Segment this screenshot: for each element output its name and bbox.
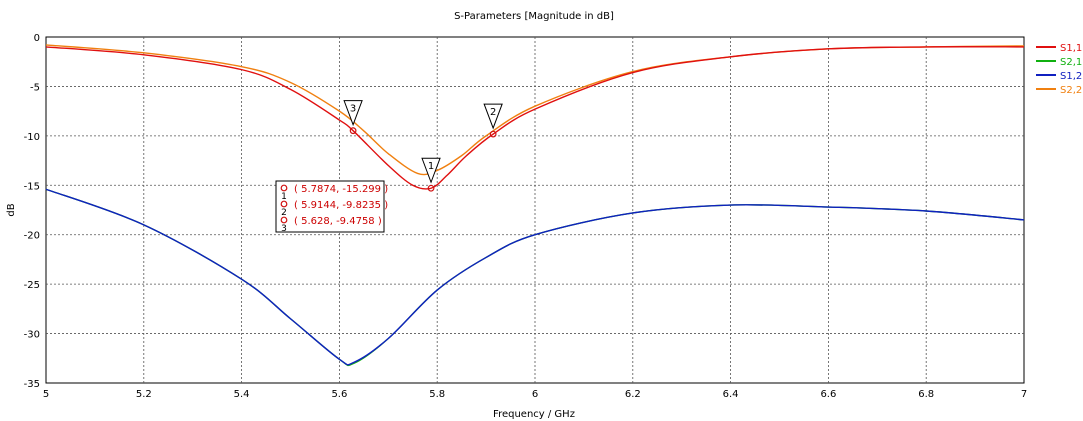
marker-flag-3 (343, 100, 363, 127)
marker-point-3 (349, 127, 357, 135)
x-axis-label: Frequency / GHz (493, 409, 575, 420)
y-tick-label: 0 (34, 33, 40, 44)
marker-readout-box: 1 ( 5.7874, -15.299 ) 2 ( 5.9144, -9.8235 )… (275, 180, 388, 234)
x-tick-label: 6.4 (723, 389, 739, 400)
x-tick-label: 6.8 (918, 389, 934, 400)
series-lines (45, 44, 1025, 367)
readout-marker-icon (280, 184, 288, 192)
x-tick-label: 7 (1021, 389, 1027, 400)
x-tick-label: 6.6 (820, 389, 836, 400)
readout-marker-icon (280, 216, 288, 224)
legend: S1,1 S2,1 S1,2 S2,2 (1036, 43, 1082, 96)
marker-point-2 (489, 130, 497, 138)
legend-label: S1,1 (1060, 43, 1082, 54)
y-tick-label: -15 (24, 181, 40, 192)
x-tick-label: 5.6 (331, 389, 347, 400)
readout-value: ( 5.9144, -9.8235 ) (294, 200, 388, 211)
x-tick-label: 5.4 (234, 389, 250, 400)
x-tick-label: 5.2 (136, 389, 152, 400)
y-tick-label: -20 (24, 231, 40, 242)
x-tick-labels: 5 5.2 5.4 5.6 5.8 6 6.2 6.4 6.6 6.8 7 (43, 389, 1027, 400)
legend-label: S2,1 (1060, 57, 1082, 68)
y-tick-label: -30 (24, 330, 40, 341)
readout-marker-id: 3 (281, 224, 287, 234)
marker-flag-label: 1 (428, 161, 434, 172)
marker-flag-2 (483, 103, 503, 130)
y-tick-label: -35 (24, 379, 40, 390)
x-tick-label: 5.8 (429, 389, 445, 400)
marker-point-1 (427, 184, 435, 192)
y-tick-label: -10 (24, 132, 40, 143)
legend-label: S2,2 (1060, 85, 1082, 96)
series-line-s1-1 (45, 46, 1025, 190)
marker-flag-label: 3 (350, 104, 356, 115)
series-line-s1-2 (45, 188, 1025, 366)
y-axis-label: dB (6, 203, 17, 216)
x-tick-label: 6.2 (625, 389, 641, 400)
readout-marker-icon (280, 200, 288, 208)
legend-label: S1,2 (1060, 71, 1082, 82)
x-tick-label: 5 (43, 389, 49, 400)
y-tick-label: -25 (24, 280, 40, 291)
marker-flag-label: 2 (490, 107, 496, 118)
y-tick-labels: 0 -5 -10 -15 -20 -25 -30 -35 (24, 33, 40, 390)
readout-value: ( 5.7874, -15.299 ) (294, 184, 388, 195)
readout-marker-id: 1 (281, 192, 287, 202)
chart-title: S-Parameters [Magnitude in dB] (454, 11, 614, 22)
readout-marker-id: 2 (281, 208, 287, 218)
x-tick-label: 6 (532, 389, 538, 400)
readout-value: ( 5.628, -9.4758 ) (294, 216, 382, 227)
markers: 1 2 3 (343, 100, 503, 192)
y-tick-label: -5 (30, 82, 40, 93)
readout-frame (275, 180, 385, 233)
marker-flag-1 (421, 157, 441, 184)
